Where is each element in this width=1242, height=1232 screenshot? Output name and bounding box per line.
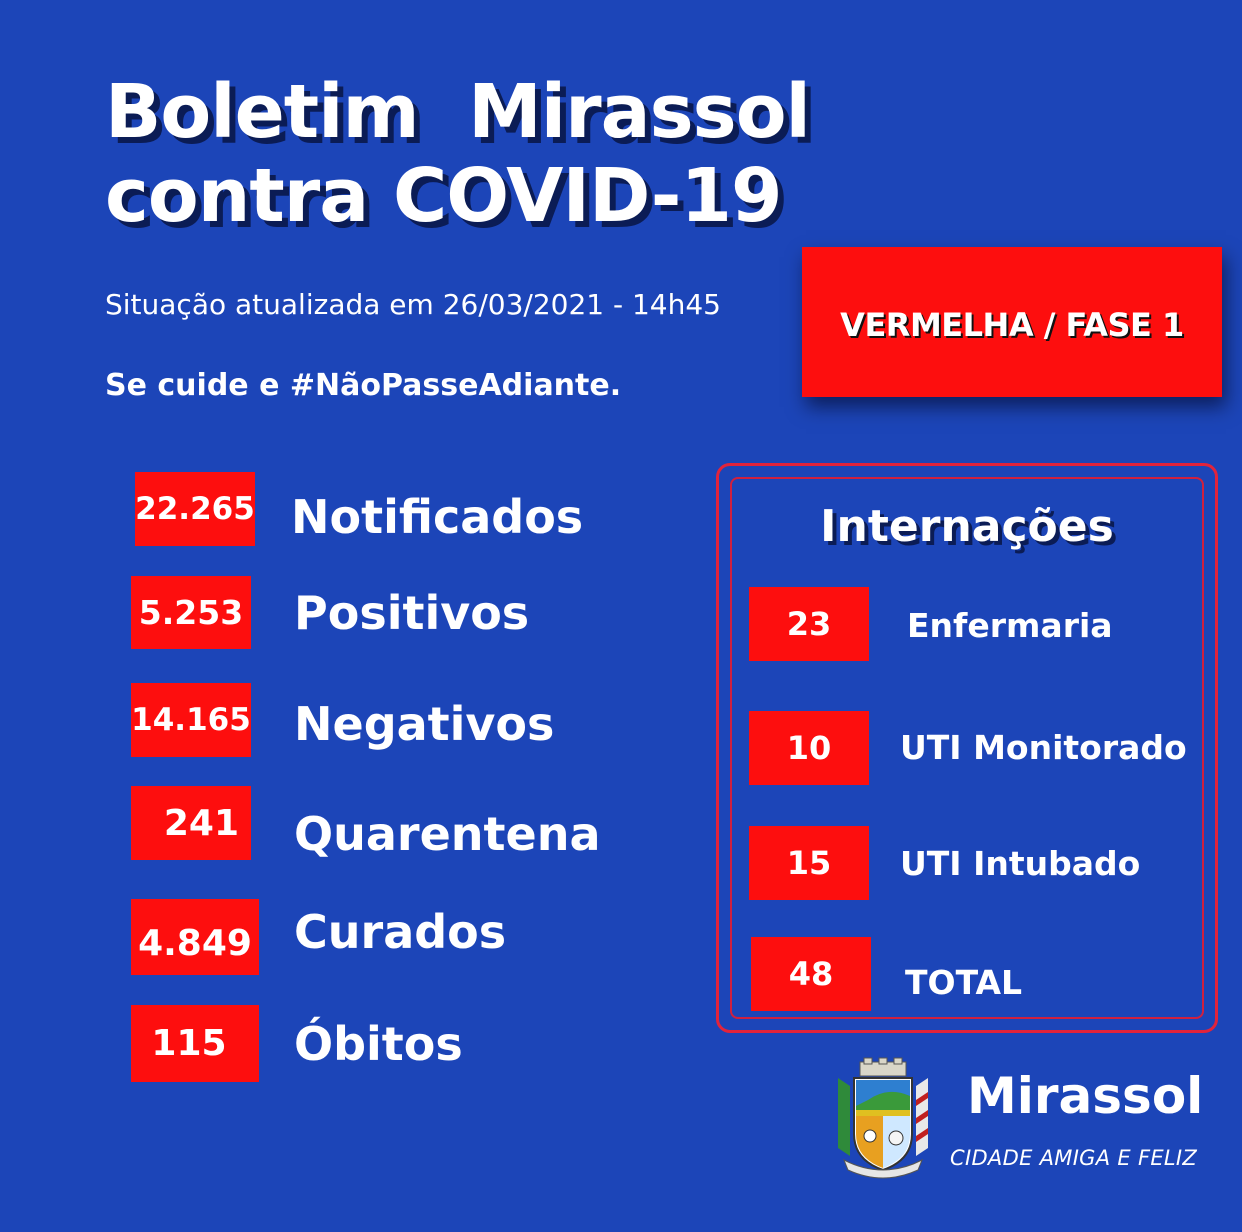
- stat-value-obitos: 115: [131, 1005, 259, 1082]
- updated-timestamp: Situação atualizada em 26/03/2021 - 14h4…: [105, 288, 721, 321]
- brand-name: Mirassol: [967, 1067, 1204, 1125]
- internacao-label-enfermaria: Enfermaria: [907, 606, 1113, 645]
- internacoes-panel-inner-border: [730, 477, 1204, 1019]
- slogan: Se cuide e #NãoPasseAdiante.: [105, 368, 622, 403]
- stat-label-curados: Curados: [294, 905, 507, 959]
- stat-value-curados: 4.849: [131, 899, 259, 975]
- internacao-value-uti-monitorado: 10: [749, 711, 869, 785]
- internacao-value-enfermaria: 23: [749, 587, 869, 661]
- stat-label-negativos: Negativos: [294, 697, 555, 751]
- internacoes-panel: [716, 463, 1218, 1033]
- stat-value-quarentena: 241: [131, 786, 251, 860]
- internacao-value-total: 48: [751, 937, 871, 1011]
- internacao-label-uti-monitorado: UTI Monitorado: [900, 728, 1187, 767]
- stat-label-notificados: Notificados: [291, 490, 584, 544]
- brand-motto: CIDADE AMIGA E FELIZ: [950, 1146, 1198, 1170]
- stat-label-obitos: Óbitos: [294, 1017, 463, 1071]
- city-coat-of-arms-icon: [838, 1057, 928, 1179]
- stat-value-negativos: 14.165: [131, 683, 251, 757]
- title-line-1: Boletim Mirassol: [105, 69, 811, 155]
- phase-badge: VERMELHA / FASE 1: [802, 247, 1222, 397]
- title-line-2: contra COVID-19: [105, 153, 782, 239]
- stat-value-positivos: 5.253: [131, 576, 251, 649]
- internacao-value-uti-intubado: 15: [749, 826, 869, 900]
- stat-value-notificados: 22.265: [135, 472, 255, 546]
- stat-label-positivos: Positivos: [294, 586, 530, 640]
- internacao-label-total: TOTAL: [905, 963, 1023, 1002]
- internacao-label-uti-intubado: UTI Intubado: [900, 844, 1141, 883]
- stat-label-quarentena: Quarentena: [294, 807, 601, 861]
- phase-label: VERMELHA / FASE 1: [840, 306, 1184, 344]
- internacoes-title: Internações: [820, 501, 1114, 552]
